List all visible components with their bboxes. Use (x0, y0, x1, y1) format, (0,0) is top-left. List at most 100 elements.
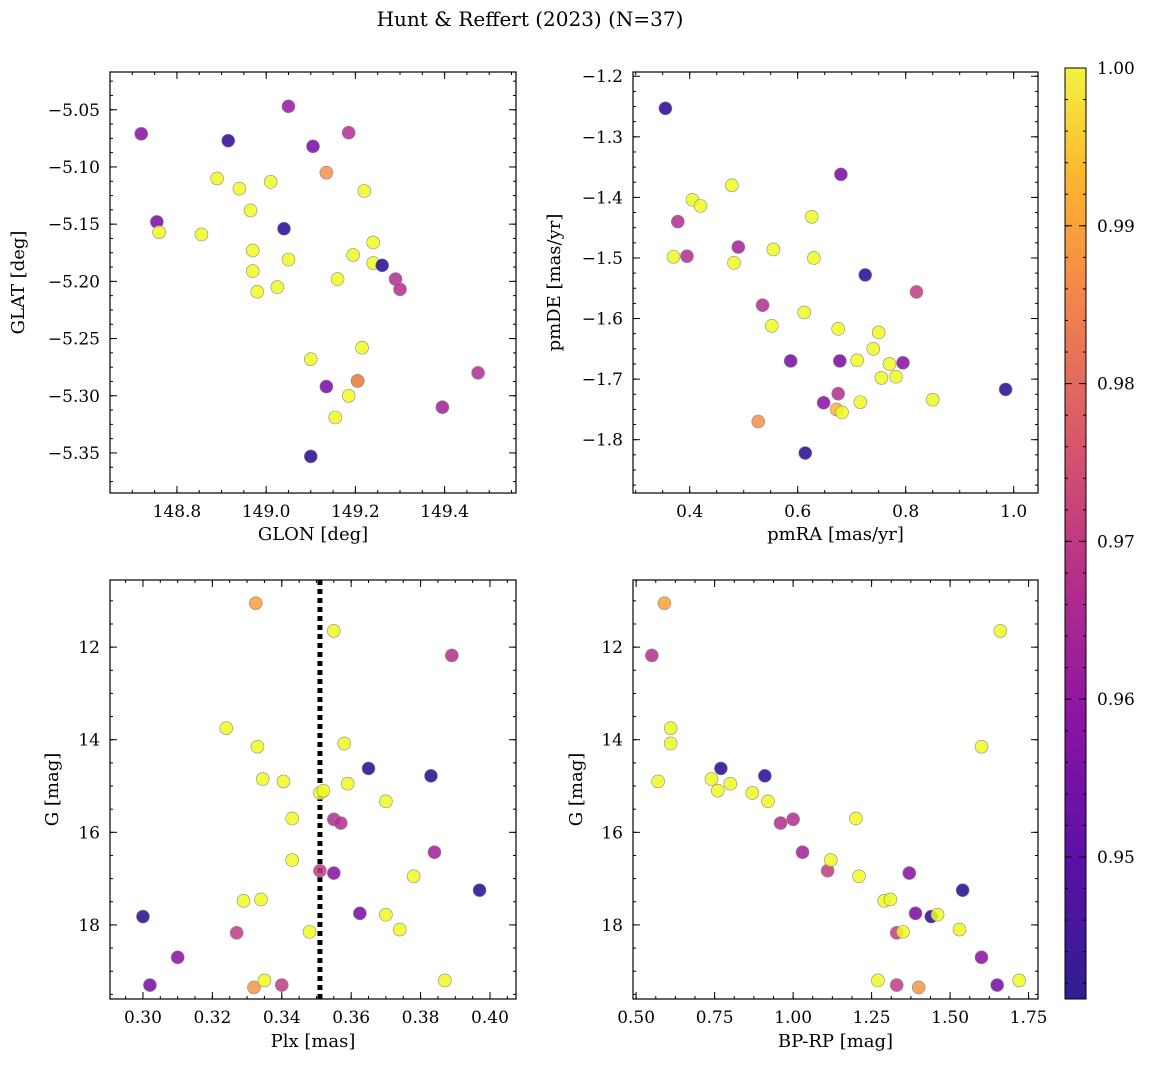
x-tick-label: 0.36 (332, 1008, 370, 1028)
data-point (236, 894, 251, 908)
data-point (797, 305, 811, 320)
colorbar: 0.95 0.96 0.97 0.98 0.99 1.00 (1064, 59, 1135, 1000)
data-point (274, 978, 289, 992)
data-point (930, 907, 945, 922)
data-point (657, 596, 672, 610)
data-point (366, 235, 381, 250)
x-tick-label: 0.50 (617, 1008, 655, 1028)
x-tick-label: 149.2 (331, 502, 380, 522)
colorbar-gradient (1064, 67, 1087, 1000)
data-point (764, 319, 779, 333)
data-point (955, 883, 970, 897)
data-point (651, 774, 665, 789)
colorbar-tick-label: 0.98 (1097, 375, 1135, 395)
data-point (807, 251, 821, 265)
x-axis-label: pmRA [mas/yr] (767, 524, 904, 545)
data-point (361, 761, 376, 776)
data-point (671, 214, 685, 229)
data-point (406, 869, 421, 884)
data-point (219, 721, 234, 735)
data-point (911, 980, 926, 995)
data-point (327, 624, 341, 638)
axes-frame (632, 579, 1039, 1000)
data-point (281, 99, 296, 114)
x-axis-label: Plx [mas] (271, 1031, 356, 1052)
data-point (245, 264, 260, 278)
data-point (285, 811, 299, 826)
y-tick-label: 12 (601, 638, 623, 658)
y-tick-label: 12 (78, 638, 100, 658)
y-tick-label: −5.15 (48, 215, 100, 235)
data-point (745, 786, 760, 800)
data-point (337, 736, 352, 751)
x-tick-label: 1.75 (1010, 1008, 1048, 1028)
data-point (727, 256, 741, 270)
data-point (831, 386, 846, 401)
data-point (834, 167, 848, 182)
x-tick-label: 149.0 (242, 502, 291, 522)
data-point (883, 892, 898, 907)
data-point (866, 342, 881, 356)
figure-title: Hunt & Reffert (2023) (N=37) (377, 7, 684, 31)
data-point (852, 869, 866, 884)
data-point (773, 816, 788, 830)
colorbar-tick-label: 0.99 (1097, 217, 1135, 237)
data-point (471, 366, 485, 380)
data-point (758, 769, 772, 783)
data-point (355, 340, 369, 355)
panel-bprp-g: 0.50 0.75 1.00 1.25 1.50 1.75 12 14 16 18 BP-RP [m… (566, 579, 1048, 1052)
data-point (277, 221, 291, 236)
data-point (889, 369, 903, 384)
y-axis-label: pmDE [mas/yr] (544, 214, 565, 352)
data-point (766, 242, 781, 257)
data-point (255, 772, 270, 786)
data-point (327, 866, 341, 880)
data-point (340, 776, 355, 791)
y-tick-label: −5.20 (48, 272, 100, 292)
x-tick-label: 0.40 (471, 1008, 509, 1028)
data-point (194, 227, 209, 242)
data-point (786, 812, 800, 827)
data-point (281, 252, 296, 267)
data-point (974, 950, 989, 965)
data-point (170, 950, 185, 965)
data-point (328, 410, 343, 425)
data-point (731, 240, 746, 254)
data-point (680, 249, 694, 263)
x-tick-label: 0.6 (784, 502, 811, 522)
y-tick-label: −5.05 (48, 101, 100, 121)
data-point (245, 243, 260, 258)
data-point (393, 282, 407, 297)
data-point (755, 298, 770, 313)
data-point (816, 395, 831, 410)
x-tick-label: 148.8 (153, 502, 202, 522)
axes-frame (109, 71, 517, 494)
data-point (990, 978, 1004, 992)
x-tick-label: 0.8 (892, 502, 919, 522)
data-point (445, 648, 459, 663)
data-point (319, 379, 334, 394)
y-tick-label: 14 (78, 731, 100, 751)
y-tick-label: −5.30 (48, 387, 100, 407)
data-point (285, 853, 299, 867)
colorbar-tick-label: 0.97 (1097, 532, 1135, 552)
data-point (313, 863, 327, 878)
y-axis-label: G [mag] (566, 753, 587, 826)
data-point (974, 739, 989, 754)
data-point (254, 892, 268, 907)
data-point (896, 925, 910, 939)
x-tick-label: 0.38 (402, 1008, 440, 1028)
y-tick-label: 16 (78, 823, 100, 843)
axes-frame (632, 71, 1039, 494)
data-point (250, 284, 265, 299)
data-point (316, 783, 331, 798)
data-point (998, 382, 1013, 397)
data-point (849, 811, 863, 826)
data-point (257, 973, 272, 988)
data-point (379, 794, 393, 809)
data-point (152, 225, 166, 239)
data-point (263, 175, 278, 189)
data-point (392, 922, 407, 937)
data-point (871, 325, 886, 340)
